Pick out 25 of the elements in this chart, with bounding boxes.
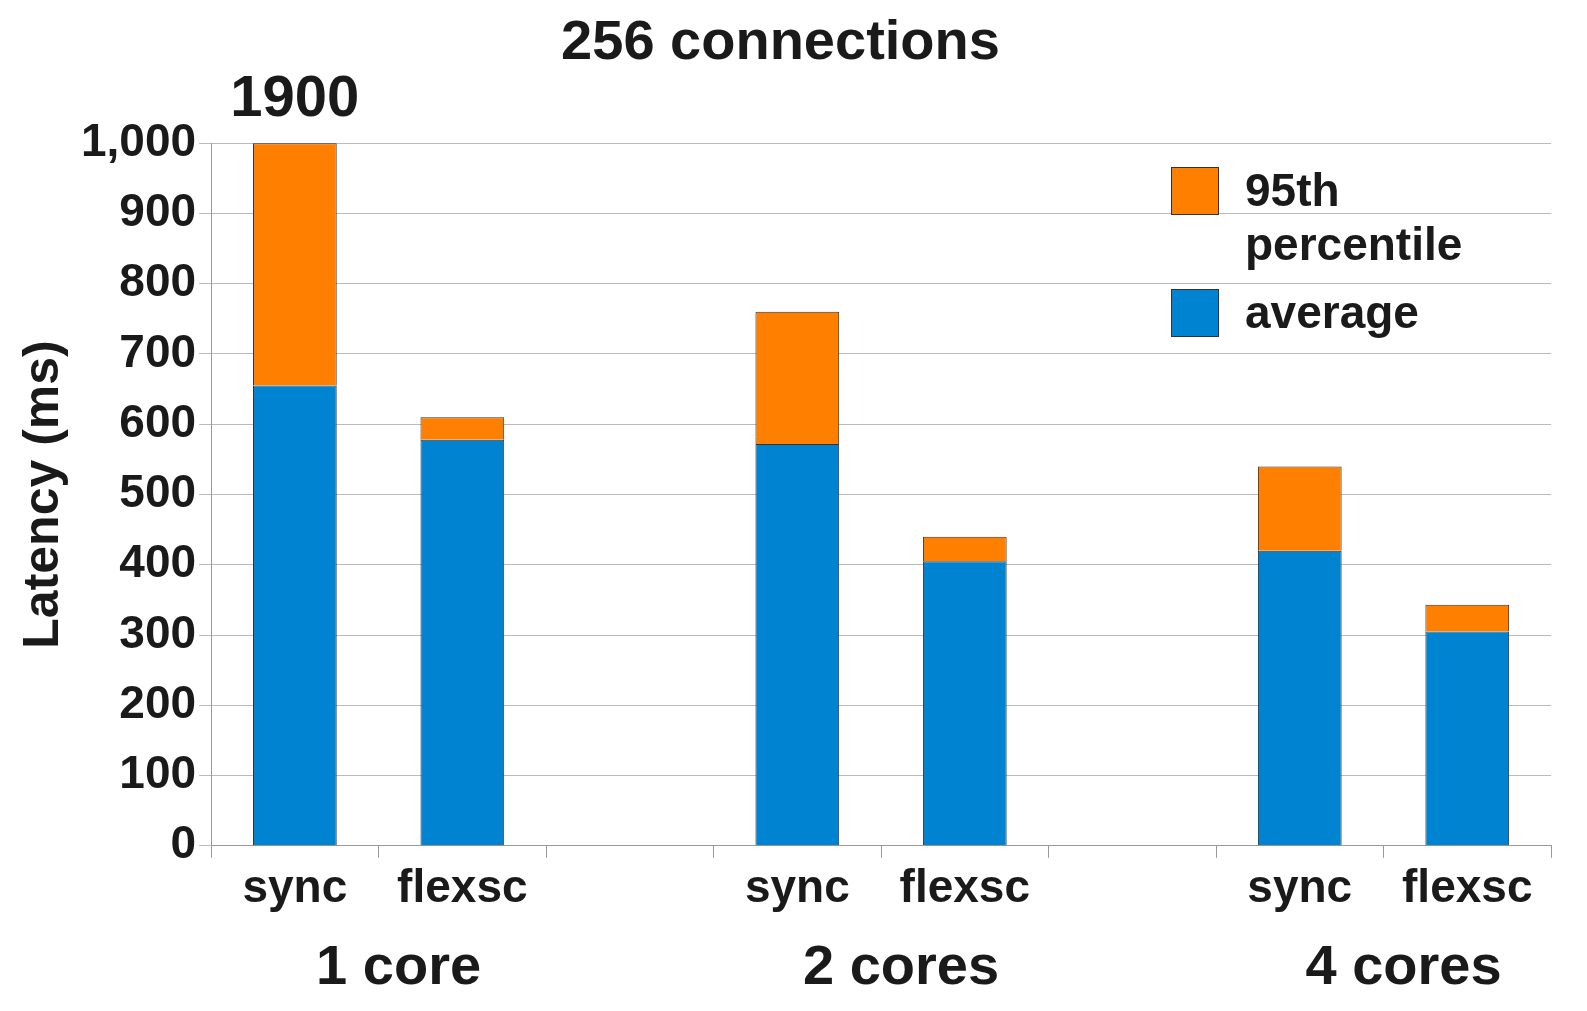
y-tick-label: 300	[119, 605, 197, 658]
y-tick-label: 1,000	[80, 113, 197, 166]
y-tick-label: 800	[119, 254, 197, 307]
text: 1 core	[316, 933, 482, 997]
text: 4 cores	[1305, 933, 1502, 997]
x-tick-label: flexsc	[397, 860, 528, 913]
x-tick-label: sync	[744, 860, 850, 913]
legend-label: 95th percentile	[1245, 163, 1464, 272]
annotation: 1900	[230, 63, 360, 129]
x-tick-label: flexsc	[1402, 860, 1533, 913]
y-tick-label: 200	[119, 675, 197, 728]
text: 2 cores	[802, 933, 1000, 997]
y-tick-label: 900	[119, 184, 197, 237]
y-tick-label: 100	[119, 746, 197, 799]
y-tick-label: 700	[119, 324, 197, 377]
y-tick-label: 400	[119, 535, 197, 588]
chart-title: 256 connections	[561, 8, 1000, 72]
y-tick-label: 600	[119, 394, 197, 447]
x-tick-label: flexsc	[899, 860, 1031, 913]
x-tick-label: sync	[242, 860, 348, 913]
y-tick-label: 0	[170, 816, 197, 869]
legend-label: average	[1245, 285, 1420, 340]
y-axis-title: Latency (ms)	[12, 340, 69, 649]
y-tick-label: 500	[119, 465, 197, 518]
x-tick-label: sync	[1247, 860, 1353, 913]
